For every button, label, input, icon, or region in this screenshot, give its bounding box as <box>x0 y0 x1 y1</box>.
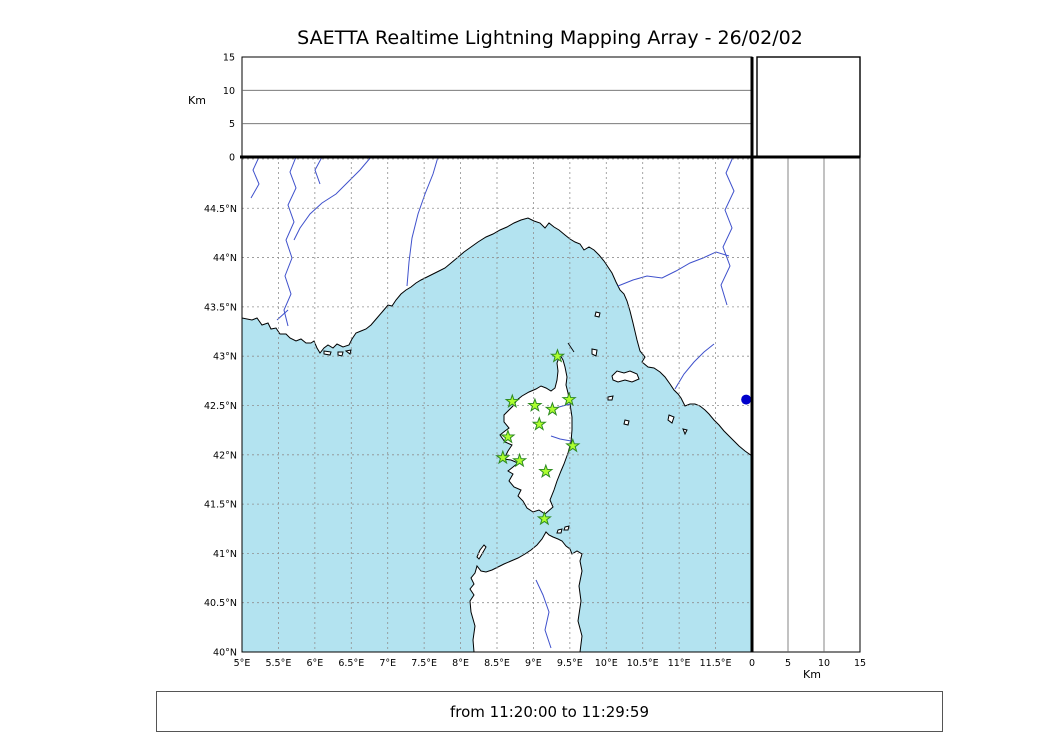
lma-station-marker <box>538 463 554 479</box>
data-point <box>741 394 752 405</box>
lma-station-marker <box>536 510 552 526</box>
right-axis-unit: Km <box>803 668 821 681</box>
lma-station-marker <box>495 449 511 465</box>
altitude-axis: 0 5 10 15 <box>223 53 752 164</box>
corsica-landmass <box>499 353 573 515</box>
lon-axis-labels: 5°E 5.5°E 6°E 6.5°E 7°E 7.5°E 8°E 8.5°E 9°E 9.5°E… <box>234 658 732 669</box>
lma-station-marker <box>504 393 520 409</box>
river <box>276 309 289 321</box>
island <box>563 525 570 531</box>
island <box>607 395 614 401</box>
island <box>594 311 601 318</box>
lat-tick-label: 44°N <box>213 253 237 264</box>
lon-tick-label: 7°E <box>379 658 396 669</box>
island <box>667 414 675 424</box>
lon-tick-label: 6°E <box>306 658 323 669</box>
mainland-coast <box>242 157 752 457</box>
river <box>617 251 730 287</box>
island <box>337 351 344 357</box>
lat-axis-labels: 40°N 40.5°N 41°N 41.5°N 42°N 42.5°N 43°N 43.5°N… <box>204 204 237 659</box>
river <box>314 157 323 185</box>
map-panel <box>242 157 752 652</box>
river <box>720 157 735 306</box>
river <box>293 157 372 241</box>
island <box>682 428 688 436</box>
lma-station-marker <box>511 452 528 468</box>
river <box>250 157 260 199</box>
time-range-text: from 11:20:00 to 11:29:59 <box>449 702 649 721</box>
island <box>611 370 640 383</box>
right-km-tick-label: 10 <box>818 658 830 669</box>
sardinia-landmass <box>469 531 583 652</box>
right-km-axis: 0 5 10 15 <box>749 157 866 669</box>
lon-tick-label: 11°E <box>668 658 691 669</box>
island <box>323 350 332 356</box>
island <box>476 544 487 560</box>
alt-tick-label: 10 <box>223 86 235 97</box>
alt-tick-label: 0 <box>229 153 235 164</box>
lon-tick-label: 9°E <box>525 658 542 669</box>
alt-tick-label: 15 <box>223 53 235 64</box>
lon-tick-label: 5.5°E <box>265 658 291 669</box>
island <box>344 349 352 355</box>
lat-tick-label: 40.5°N <box>204 598 237 609</box>
lat-tick-label: 42°N <box>213 450 237 461</box>
lon-tick-label: 11.5°E <box>700 658 732 669</box>
river <box>550 435 572 442</box>
rivers <box>250 157 735 649</box>
lma-station-marker <box>531 416 547 431</box>
river <box>283 157 297 327</box>
lma-station-marker <box>500 428 516 444</box>
island <box>556 528 563 534</box>
lat-tick-label: 41°N <box>213 549 237 560</box>
altitude-panel <box>241 56 753 158</box>
small-islands <box>323 311 688 560</box>
river <box>535 579 552 649</box>
lma-station-marker <box>544 401 561 416</box>
river <box>406 157 439 287</box>
lon-tick-label: 10°E <box>595 658 618 669</box>
time-range-bar: from 11:20:00 to 11:29:59 <box>156 691 943 732</box>
lat-tick-label: 41.5°N <box>204 500 237 511</box>
top-right-panel <box>756 56 861 158</box>
lma-station-marker <box>549 348 566 363</box>
lon-tick-label: 8°E <box>452 658 469 669</box>
lat-tick-label: 42.5°N <box>204 401 237 412</box>
station-markers <box>495 348 752 526</box>
lon-tick-label: 5°E <box>234 658 251 669</box>
lon-tick-label: 8.5°E <box>484 658 510 669</box>
lat-tick-label: 40°N <box>213 648 237 659</box>
island <box>591 348 598 357</box>
right-km-tick-label: 0 <box>749 658 755 669</box>
river <box>674 343 715 390</box>
islet-line <box>567 342 575 353</box>
lon-tick-label: 10.5°E <box>627 658 659 669</box>
lat-tick-label: 44.5°N <box>204 204 237 215</box>
lma-station-marker <box>527 397 543 412</box>
lat-tick-label: 43°N <box>213 352 237 363</box>
island <box>623 419 630 426</box>
lon-tick-label: 9.5°E <box>557 658 583 669</box>
alt-tick-label: 5 <box>229 119 235 130</box>
right-km-tick-label: 15 <box>854 658 866 669</box>
page-title: SAETTA Realtime Lightning Mapping Array … <box>297 27 803 49</box>
lma-station-marker <box>565 437 581 453</box>
altitude-axis-unit: Km <box>188 94 206 107</box>
lon-tick-label: 7.5°E <box>411 658 437 669</box>
right-km-tick-label: 5 <box>785 658 791 669</box>
lon-tick-label: 6.5°E <box>338 658 364 669</box>
right-altitude-panel <box>751 156 861 653</box>
lma-station-marker <box>561 391 577 407</box>
map-grid <box>242 157 752 652</box>
lat-tick-label: 43.5°N <box>204 302 237 313</box>
